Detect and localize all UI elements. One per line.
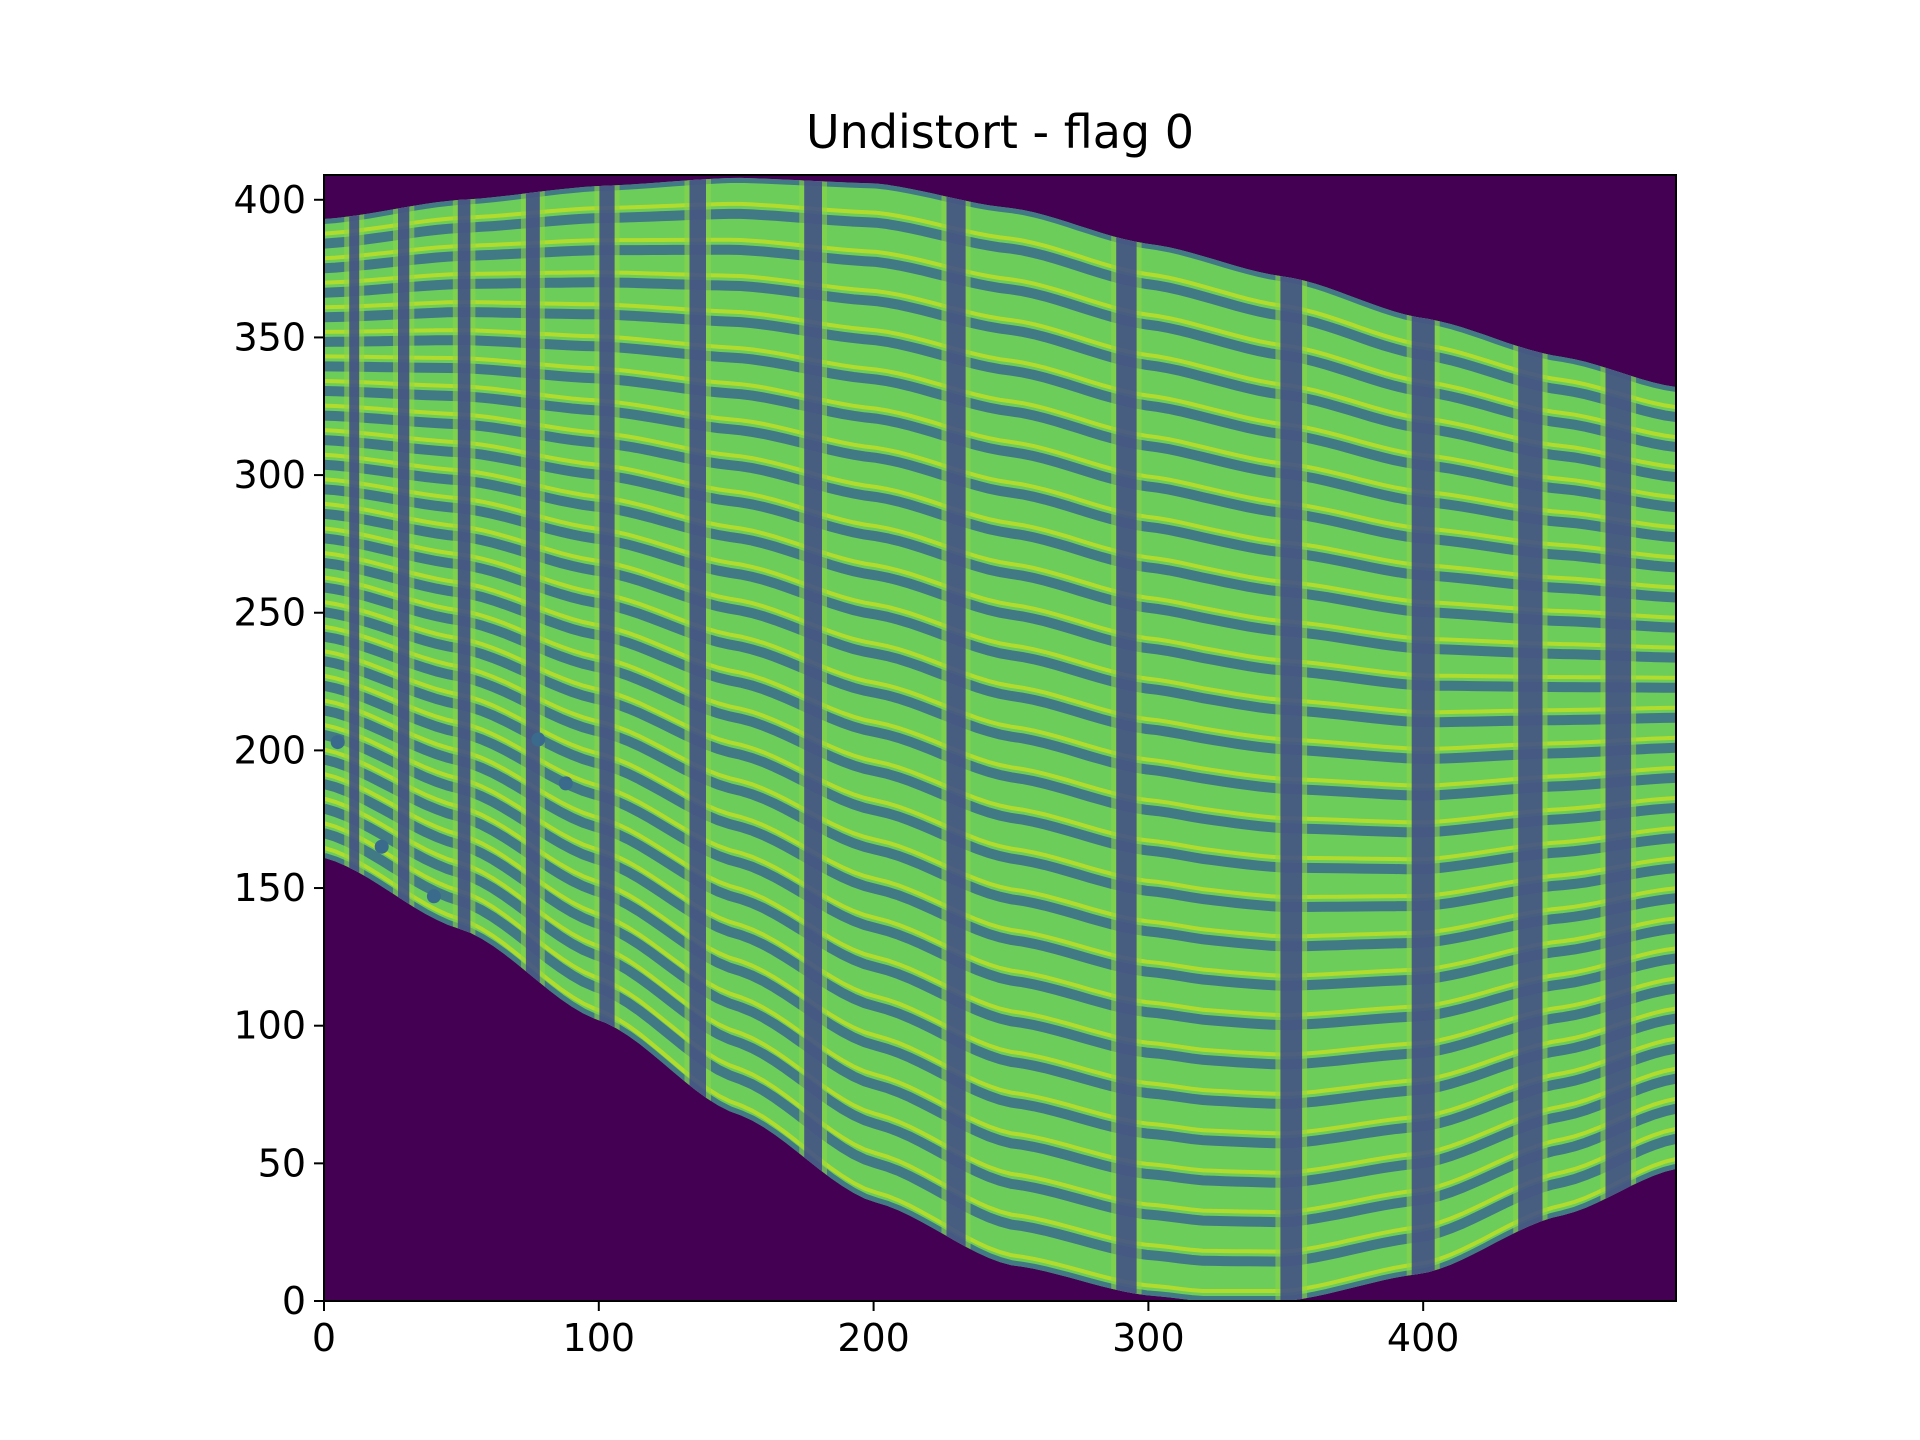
band-highlight xyxy=(324,201,1676,410)
horizontal-band xyxy=(324,828,1676,1267)
horizontal-band xyxy=(324,335,1676,543)
horizontal-band xyxy=(324,803,1676,1228)
band-highlight xyxy=(324,452,1676,680)
band-highlight xyxy=(324,649,1676,978)
y-tick-label: 250 xyxy=(233,591,306,635)
band-highlight xyxy=(324,551,1676,825)
horizontal-band xyxy=(324,386,1676,603)
horizontal-band xyxy=(324,607,1676,913)
band-highlight xyxy=(324,845,1676,1293)
band-highlight xyxy=(324,772,1676,1175)
band-highlight xyxy=(324,328,1676,530)
horizontal-band xyxy=(324,705,1676,1070)
band-highlight xyxy=(324,270,1676,470)
vertical-band xyxy=(1116,177,1137,1301)
horizontal-band xyxy=(324,582,1676,875)
spot xyxy=(374,839,389,854)
horizontal-band xyxy=(324,177,1676,392)
y-tick-label: 200 xyxy=(233,728,306,772)
x-tick-label: 100 xyxy=(563,1316,636,1360)
spots xyxy=(330,732,573,904)
horizontal-band xyxy=(324,631,1676,952)
chart-title: Undistort - flag 0 xyxy=(806,105,1194,159)
x-tick-label: 0 xyxy=(312,1316,336,1360)
vertical-band xyxy=(398,177,410,1301)
spot xyxy=(531,732,546,747)
vertical-band xyxy=(1411,177,1435,1301)
vertical-band xyxy=(349,177,360,1301)
y-tick-label: 0 xyxy=(282,1279,306,1323)
horizontal-band xyxy=(324,244,1676,453)
band-highlight xyxy=(324,526,1676,788)
horizontal-band xyxy=(324,277,1676,483)
band-highlight xyxy=(324,501,1676,752)
band-highlight xyxy=(324,477,1676,715)
band-highlight xyxy=(324,237,1676,440)
band-highlight xyxy=(324,428,1676,650)
y-tick-label: 350 xyxy=(233,315,306,359)
horizontal-bands xyxy=(324,177,1676,1301)
horizontal-band xyxy=(324,459,1676,693)
y-tick-label: 50 xyxy=(258,1141,306,1185)
horizontal-band xyxy=(324,484,1676,728)
band-highlight xyxy=(324,698,1676,1057)
band-highlight xyxy=(324,796,1676,1215)
band-highlight xyxy=(324,300,1676,500)
spot xyxy=(558,776,573,791)
horizontal-band xyxy=(324,208,1676,423)
band-highlight xyxy=(324,673,1676,1018)
band-highlight xyxy=(324,575,1676,862)
x-tick-label: 400 xyxy=(1387,1316,1460,1360)
band-highlight xyxy=(324,379,1676,590)
plot-area xyxy=(324,175,1676,1301)
spot xyxy=(426,889,441,904)
horizontal-band xyxy=(324,361,1676,573)
axes-frame xyxy=(323,174,1677,1302)
horizontal-band xyxy=(324,533,1676,801)
vertical-band xyxy=(599,177,615,1301)
y-tick-label: 300 xyxy=(233,453,306,497)
x-tick-label: 200 xyxy=(837,1316,910,1360)
horizontal-band xyxy=(324,558,1676,838)
horizontal-band xyxy=(324,779,1676,1188)
band-highlight xyxy=(324,354,1676,560)
horizontal-band xyxy=(324,730,1676,1109)
horizontal-band xyxy=(324,754,1676,1149)
horizontal-band xyxy=(324,435,1676,663)
horizontal-band xyxy=(324,656,1676,991)
band-highlight xyxy=(324,821,1676,1254)
horizontal-band xyxy=(324,853,1676,1301)
band-highlight xyxy=(324,403,1676,620)
horizontal-band xyxy=(324,508,1676,765)
band-highlight xyxy=(324,624,1676,939)
horizontal-band xyxy=(324,410,1676,633)
vertical-band xyxy=(1518,177,1543,1301)
x-tick-label: 300 xyxy=(1112,1316,1185,1360)
spot xyxy=(330,735,345,750)
band-highlight xyxy=(324,747,1676,1136)
band-highlight xyxy=(324,600,1676,900)
horizontal-band xyxy=(324,680,1676,1031)
vertical-band xyxy=(1280,177,1303,1301)
y-tick-label: 400 xyxy=(233,178,306,222)
y-tick-label: 150 xyxy=(233,866,306,910)
y-tick-label: 100 xyxy=(233,1004,306,1048)
y-axis: 0 50 100 150 200 250 300 350 400 xyxy=(233,178,324,1323)
vertical-band xyxy=(804,177,822,1301)
x-axis: 0 100 200 300 400 xyxy=(312,1301,1460,1360)
band-highlight xyxy=(324,722,1676,1096)
vertical-band xyxy=(689,177,706,1301)
horizontal-band xyxy=(324,307,1676,513)
vertical-band xyxy=(946,177,966,1301)
